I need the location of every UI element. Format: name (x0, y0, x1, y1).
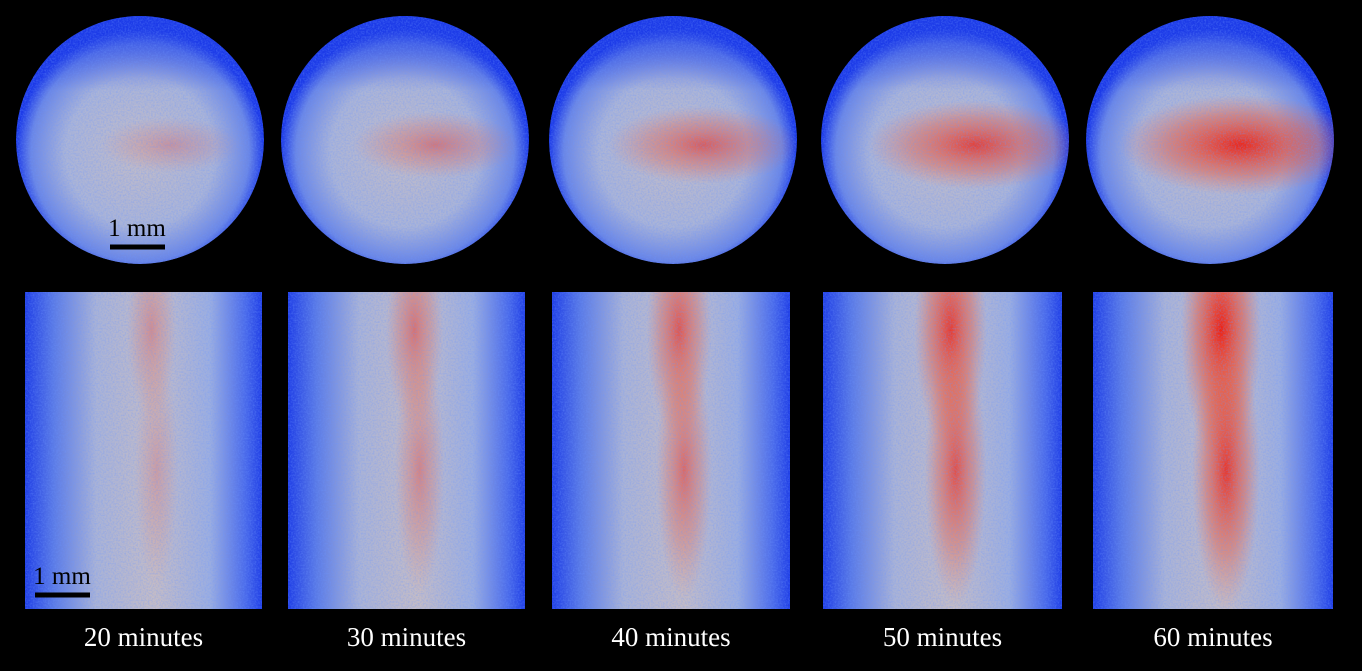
disc-view (281, 16, 529, 264)
texture (1086, 16, 1334, 264)
time-label: 40 minutes (611, 622, 730, 652)
texture (288, 292, 525, 609)
texture (16, 16, 264, 264)
texture (552, 292, 790, 609)
time-label: 60 minutes (1153, 622, 1272, 652)
texture (821, 16, 1069, 264)
side-view (25, 292, 262, 609)
disc-view (821, 16, 1069, 264)
side-view (288, 292, 525, 609)
disc-view (549, 16, 797, 264)
texture (1093, 292, 1333, 609)
time-label: 20 minutes (84, 622, 203, 652)
texture (823, 292, 1062, 609)
texture (549, 16, 797, 264)
side-view (823, 292, 1062, 609)
time-label: 30 minutes (347, 622, 466, 652)
scale-label: 1 mm (108, 215, 166, 242)
scale-label: 1 mm (33, 563, 91, 590)
disc-view (16, 16, 264, 264)
specimens (16, 16, 1334, 609)
texture (281, 16, 529, 264)
side-view (552, 292, 790, 609)
texture (25, 292, 262, 609)
side-view (1093, 292, 1333, 609)
time-label: 50 minutes (883, 622, 1002, 652)
disc-view (1086, 16, 1334, 264)
